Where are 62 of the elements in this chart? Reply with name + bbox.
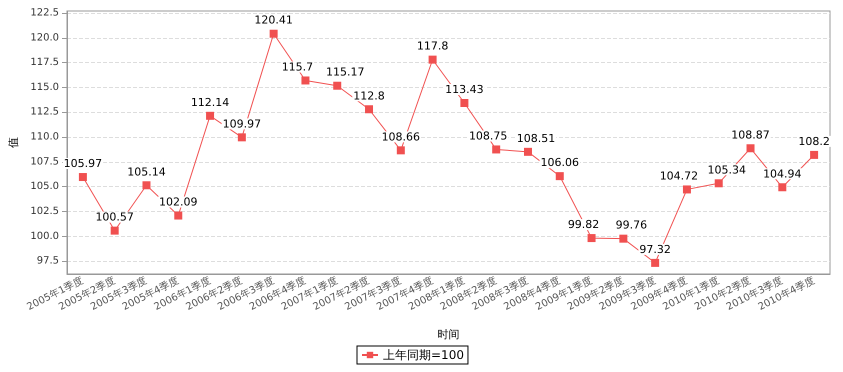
data-label: 105.34 [707, 163, 746, 176]
data-label: 112.14 [190, 96, 230, 109]
data-label: 117.8 [416, 40, 448, 53]
point [778, 183, 786, 192]
point [142, 181, 150, 190]
point [206, 112, 214, 120]
data-label: 104.72 [660, 169, 698, 182]
data-label: 102.09 [159, 196, 198, 209]
data-label: 100.57 [95, 210, 134, 224]
data-label: 104.94 [763, 167, 802, 180]
data-label: 99.76 [616, 218, 648, 232]
point [428, 56, 437, 64]
data-label: 105.97 [64, 157, 102, 170]
point [524, 148, 532, 156]
data-label: 108.87 [731, 128, 770, 142]
point [270, 30, 278, 38]
point [556, 172, 564, 180]
point [333, 82, 342, 90]
data-label: 99.82 [568, 218, 600, 232]
point [714, 179, 723, 188]
point [238, 133, 246, 142]
y-tick-label: 102.5 [30, 206, 59, 217]
data-label: 108.75 [468, 129, 508, 142]
data-label: 108.66 [382, 130, 420, 144]
data-label: 97.32 [639, 242, 671, 256]
data-label: 108.51 [516, 132, 556, 145]
data-label: 113.43 [445, 83, 484, 96]
legend-label: 上年同期=100 [383, 348, 464, 362]
y-tick-label: 110.0 [30, 132, 59, 143]
y-tick-label: 97.5 [36, 256, 59, 267]
y-tick-label: 112.5 [30, 106, 59, 118]
y-tick-label: 122.5 [30, 7, 59, 18]
y-tick-label: 117.5 [30, 57, 59, 68]
point [651, 258, 660, 267]
data-label: 120.41 [254, 14, 293, 27]
data-label: 105.14 [127, 165, 166, 178]
y-tick-label: 120.0 [30, 32, 59, 44]
y-tick-label: 105.0 [30, 181, 59, 192]
data-label: 112.8 [353, 89, 385, 102]
data-label: 109.97 [222, 117, 262, 130]
point [619, 234, 628, 243]
point [682, 185, 691, 194]
data-label: 108.2 [798, 134, 830, 148]
point [460, 99, 468, 107]
point [78, 173, 87, 182]
y-tick-label: 100.0 [30, 230, 59, 242]
point [365, 105, 374, 114]
point [174, 212, 182, 220]
y-tick-label: 107.5 [30, 156, 59, 168]
point [396, 146, 405, 154]
data-label: 115.7 [282, 60, 314, 74]
y-tick-label: 115.0 [30, 82, 59, 93]
point [301, 76, 310, 84]
data-label: 115.17 [326, 66, 364, 79]
point [110, 226, 119, 235]
y-axis-title: 值 [7, 137, 20, 148]
x-axis-title: 时间 [438, 328, 460, 341]
data-label: 106.06 [540, 156, 580, 170]
point [588, 234, 596, 242]
point [810, 150, 818, 159]
point [492, 145, 500, 154]
point [746, 144, 755, 152]
